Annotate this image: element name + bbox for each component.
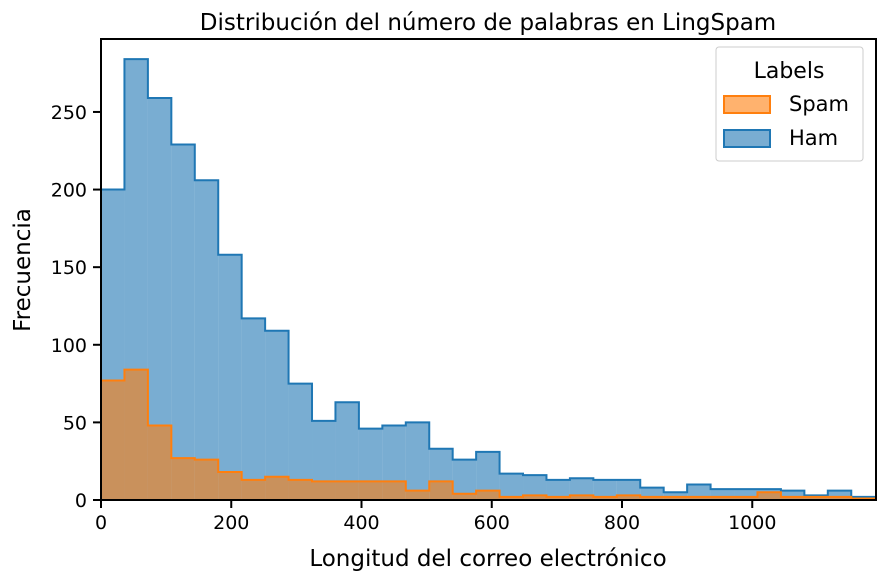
bar-ham-17 [499, 473, 524, 500]
bar-spam-21 [593, 496, 617, 500]
bar-ham-10 [335, 402, 359, 500]
x-axis-label: Longitud del correo electrónico [309, 546, 666, 572]
bar-spam-23 [640, 496, 664, 500]
bar-spam-16 [476, 490, 500, 500]
x-tick-label: 800 [604, 512, 640, 534]
bar-ham-16 [476, 451, 500, 500]
bar-spam-9 [312, 481, 336, 500]
y-tick-label: 50 [63, 412, 87, 434]
bar-ham-26 [710, 489, 735, 500]
bar-spam-17 [499, 496, 524, 500]
step-outline-spam [100, 368, 877, 500]
bar-ham-15 [452, 459, 477, 500]
bar-ham-31 [827, 490, 852, 500]
bar-ham-7 [265, 330, 289, 500]
bar-ham-19 [546, 479, 570, 500]
bar-spam-11 [358, 481, 383, 500]
bar-ham-18 [523, 475, 547, 500]
bar-spam-18 [523, 495, 547, 500]
legend-label-spam: Spam [789, 92, 849, 116]
bar-spam-26 [710, 496, 735, 500]
chart-title: Distribución del número de palabras en L… [200, 10, 776, 36]
bar-spam-1 [124, 369, 148, 500]
x-tick-label: 0 [95, 512, 107, 534]
bar-spam-10 [335, 481, 359, 500]
y-tick-label: 0 [75, 490, 87, 512]
bar-spam-3 [171, 458, 195, 500]
bar-spam-19 [546, 496, 570, 500]
x-tick-label: 600 [474, 512, 510, 534]
bar-spam-24 [663, 496, 688, 500]
step-outline-ham [100, 58, 877, 500]
bar-spam-4 [194, 459, 219, 500]
legend-swatch-spam [723, 95, 771, 114]
bar-spam-30 [804, 496, 828, 500]
bar-ham-13 [405, 422, 430, 500]
bar-spam-20 [569, 495, 594, 500]
y-axis-label: Frecuencia [10, 208, 36, 332]
bar-spam-14 [429, 481, 453, 500]
legend-title: Labels [754, 59, 825, 84]
bar-ham-3 [171, 144, 195, 500]
bar-spam-25 [687, 496, 711, 500]
bar-ham-2 [147, 97, 172, 501]
bar-ham-4 [194, 180, 219, 501]
bar-spam-5 [218, 472, 242, 500]
bar-spam-27 [734, 496, 758, 500]
bar-ham-29 [780, 490, 805, 500]
bar-spam-6 [241, 479, 266, 500]
legend-label-ham: Ham [789, 126, 838, 150]
bar-spam-31 [827, 496, 852, 500]
y-tick-label: 200 [51, 180, 87, 202]
y-tick-label: 100 [51, 335, 87, 357]
x-tick-label: 200 [213, 512, 249, 534]
bar-spam-12 [382, 481, 406, 500]
bar-ham-27 [734, 489, 758, 500]
bar-ham-9 [312, 420, 336, 500]
bar-spam-2 [147, 425, 172, 500]
legend: Labels Spam Ham [715, 46, 864, 162]
x-tick-label: 400 [343, 512, 379, 534]
bar-ham-8 [288, 383, 313, 500]
x-tick-label: 1000 [728, 512, 776, 534]
bar-spam-13 [405, 490, 430, 500]
bar-ham-21 [593, 479, 617, 500]
series-spam [100, 368, 877, 500]
bar-spam-28 [757, 492, 781, 500]
y-tick-label: 150 [51, 257, 87, 279]
bar-spam-7 [265, 476, 289, 500]
bar-spam-15 [452, 493, 477, 500]
bar-spam-8 [288, 479, 313, 500]
series-ham [100, 58, 877, 501]
bar-spam-0 [101, 380, 125, 500]
legend-swatch-ham [723, 129, 771, 148]
y-tick-label: 250 [51, 102, 87, 124]
bar-ham-5 [218, 254, 242, 500]
bar-spam-29 [780, 496, 805, 500]
bar-ham-6 [241, 318, 266, 500]
plot-frame [100, 38, 877, 501]
bar-spam-22 [616, 495, 641, 500]
